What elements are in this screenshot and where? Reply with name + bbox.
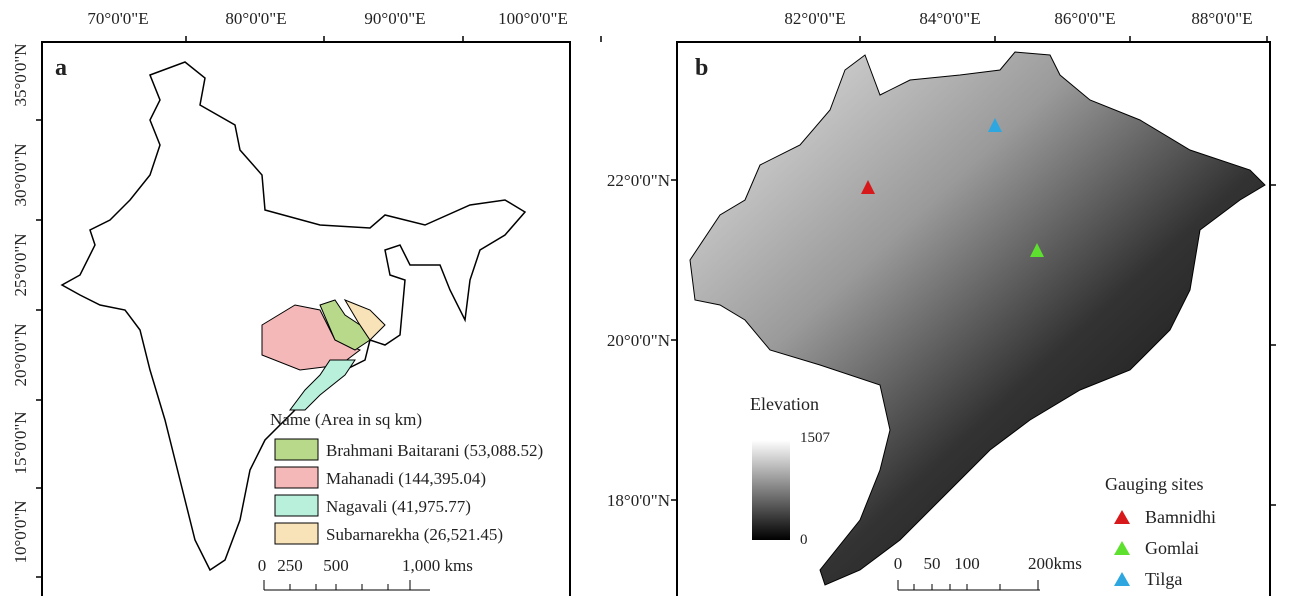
gauging-title: Gauging sites bbox=[1105, 474, 1204, 494]
elevation-ramp bbox=[752, 440, 790, 540]
elevation-max: 1507 bbox=[800, 430, 831, 446]
panel-b: b Elevation 1507 0 0 50 100 200kms Gaugi… bbox=[677, 42, 1270, 596]
elevation-title: Elevation bbox=[750, 394, 819, 414]
longitude-label: 90°0'0"E bbox=[364, 9, 425, 28]
legend-label: Mahanadi (144,395.04) bbox=[326, 469, 486, 488]
latitude-label: 25°0'0"N bbox=[11, 233, 30, 296]
latitude-label: 30°0'0"N bbox=[11, 143, 30, 206]
legend-label: Tilga bbox=[1145, 569, 1182, 589]
scale-label: 200kms bbox=[1028, 554, 1082, 573]
panel-label: b bbox=[695, 55, 708, 81]
legend-label: Gomlai bbox=[1145, 538, 1199, 558]
longitude-label: 80°0'0"E bbox=[225, 9, 286, 28]
legend-title: Name (Area in sq km) bbox=[270, 410, 422, 429]
scale-label: 50 bbox=[924, 554, 941, 573]
page: body { margin: 0; width: 1299px; height:… bbox=[0, 0, 1299, 596]
longitude-label: 100°0'0"E bbox=[498, 9, 568, 28]
longitude-label: 86°0'0"E bbox=[1054, 9, 1115, 28]
legend-swatch bbox=[275, 467, 318, 488]
longitude-label: 88°0'0"E bbox=[1191, 9, 1252, 28]
legend-swatch bbox=[275, 495, 318, 516]
latitude-label: 10°0'0"N bbox=[11, 500, 30, 563]
figure: a Name (Area in sq km) Brahmani Baitaran… bbox=[0, 0, 1299, 596]
legend-marker bbox=[1114, 541, 1130, 555]
panel-label: a bbox=[55, 55, 67, 81]
scale-bar bbox=[898, 580, 1040, 590]
elevation-min: 0 bbox=[800, 532, 808, 548]
legend-label: Nagavali (41,975.77) bbox=[326, 497, 471, 516]
panel-a: a Name (Area in sq km) Brahmani Baitaran… bbox=[42, 42, 570, 596]
latitude-label: 20°0'0"N bbox=[11, 323, 30, 386]
legend-label: Bamnidhi bbox=[1145, 507, 1216, 527]
legend-marker bbox=[1114, 572, 1130, 586]
latitude-label: 35°0'0"N bbox=[11, 43, 30, 106]
longitude-label: 70°0'0"E bbox=[87, 9, 148, 28]
scale-label: 100 bbox=[954, 554, 980, 573]
scale-label: 0 bbox=[258, 556, 267, 575]
scale-label: 1,000 kms bbox=[402, 556, 473, 575]
latitude-label: 18°0'0"N bbox=[607, 491, 670, 510]
longitude-label: 82°0'0"E bbox=[784, 9, 845, 28]
scale-label: 500 bbox=[323, 556, 349, 575]
latitude-label: 15°0'0"N bbox=[11, 411, 30, 474]
latitude-label: 20°0'0"N bbox=[607, 331, 670, 350]
legend-marker bbox=[1114, 510, 1130, 524]
legend-swatch bbox=[275, 439, 318, 460]
legend-swatch bbox=[275, 523, 318, 544]
legend-label: Subarnarekha (26,521.45) bbox=[326, 525, 503, 544]
legend-label: Brahmani Baitarani (53,088.52) bbox=[326, 441, 543, 460]
scale-label: 250 bbox=[277, 556, 303, 575]
body: {"panel_a": {"label": "a", "lon_ticks": … bbox=[0, 0, 1299, 596]
longitude-label: 84°0'0"E bbox=[919, 9, 980, 28]
latitude-label: 22°0'0"N bbox=[607, 171, 670, 190]
scale-bar bbox=[264, 580, 430, 590]
scale-label: 0 bbox=[894, 554, 903, 573]
